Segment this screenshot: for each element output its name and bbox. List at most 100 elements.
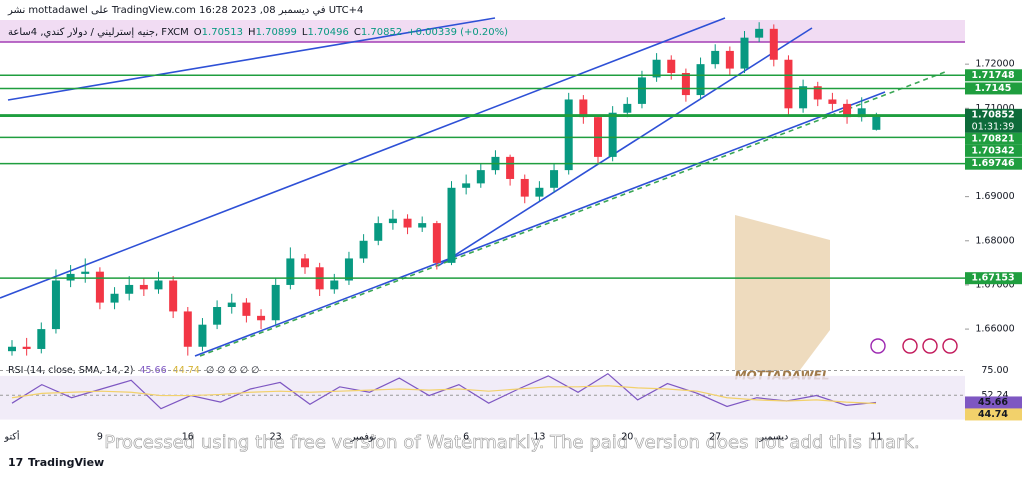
watermark: Processed using the free version of Wate… xyxy=(104,432,919,453)
logo-shape xyxy=(735,215,830,370)
candle-body xyxy=(637,77,646,104)
current-price-label: 1.70852 xyxy=(971,109,1014,120)
candle-body xyxy=(608,112,617,157)
ohlc-value: 1.70852 xyxy=(361,27,402,38)
candle-body xyxy=(139,284,148,290)
candle-body xyxy=(330,280,339,290)
candle-body xyxy=(872,114,881,130)
candle-body xyxy=(198,324,207,347)
x-tick-label: 16 xyxy=(182,432,194,443)
candle-body xyxy=(271,284,280,321)
x-tick-label: أكتو xyxy=(4,430,20,443)
candle-body xyxy=(564,99,573,171)
candle-body xyxy=(725,50,734,69)
candle-body xyxy=(711,50,720,65)
price-label-box xyxy=(965,69,1022,82)
price-label-box xyxy=(965,272,1022,285)
candle-body xyxy=(520,178,529,197)
candle-body xyxy=(432,223,441,263)
candle-body xyxy=(784,59,793,109)
candle-body xyxy=(769,28,778,60)
y-tick-label: 1.69000 xyxy=(975,191,1014,202)
candle-body xyxy=(696,64,705,96)
ohlc-key: H xyxy=(248,27,256,38)
x-tick-label: 9 xyxy=(97,432,103,443)
candle-body xyxy=(623,103,632,113)
candle-body xyxy=(257,315,266,321)
candle-body xyxy=(154,280,163,290)
candle-body xyxy=(579,99,588,118)
ohlc-key: C xyxy=(354,27,361,38)
y-tick-label: 1.72000 xyxy=(975,59,1014,70)
candle-body xyxy=(66,273,75,281)
rsi-label: 45.66 xyxy=(978,397,1008,408)
x-tick-label: نوفمبر xyxy=(350,432,377,443)
candle-body xyxy=(476,170,485,184)
x-tick-label: 20 xyxy=(621,432,633,443)
symbol-line: جنيه إسترليني / دولار كندي, 4ساعة, FXCM O… xyxy=(8,27,508,38)
candle-body xyxy=(813,86,822,100)
change: +0.00339 (+0.20%) xyxy=(407,27,508,38)
x-tick-label: 6 xyxy=(463,432,469,443)
rsi-extra: ∅ ∅ ∅ ∅ ∅ xyxy=(206,365,259,376)
candle-body xyxy=(344,258,353,281)
level-label: 1.70821 xyxy=(971,133,1014,144)
candle-body xyxy=(22,346,31,349)
ohlc-key: L xyxy=(302,27,308,38)
price-label-box xyxy=(965,157,1022,170)
y-tick-label: 1.67000 xyxy=(975,279,1014,290)
candle-body xyxy=(374,223,383,241)
candle-body xyxy=(667,59,676,73)
level-label: 1.69746 xyxy=(971,158,1015,169)
y-tick-label: 75.00 xyxy=(981,365,1008,376)
candle-body xyxy=(857,108,866,118)
candle-body xyxy=(681,72,690,96)
candle-body xyxy=(81,271,90,274)
price-label-box xyxy=(965,132,1022,145)
ohlc-key: O xyxy=(194,27,202,38)
candle-body xyxy=(550,170,559,188)
publisher: نشر mottadawel على TradingView.com في دي… xyxy=(7,5,363,16)
candle-body xyxy=(403,218,412,228)
rsi-label: 44.74 xyxy=(978,409,1008,420)
candle-body xyxy=(286,258,295,285)
candle-body xyxy=(462,183,471,188)
candle-body xyxy=(51,280,60,330)
candle-body xyxy=(799,86,808,109)
price-label-box xyxy=(965,144,1022,157)
candle-body xyxy=(227,302,236,308)
countdown: 01:31:39 xyxy=(972,121,1015,132)
candle-body xyxy=(110,293,119,303)
candle-body xyxy=(213,307,222,325)
candle-body xyxy=(535,187,544,197)
rsi-label-box xyxy=(965,396,1022,409)
level-label: 1.7145 xyxy=(975,83,1012,94)
candle-body xyxy=(843,103,852,118)
candle-body xyxy=(506,156,515,179)
rsi-title: RSI (14, close, SMA, 14, 2) xyxy=(8,365,133,376)
candle-body xyxy=(125,284,134,294)
x-tick-label: 13 xyxy=(533,432,545,443)
ohlc-value: 1.70513 xyxy=(202,27,243,38)
trend-lines xyxy=(0,17,946,357)
candle-body xyxy=(388,218,397,224)
symbol: جنيه إسترليني / دولار كندي, 4ساعة, FXCM xyxy=(8,27,189,38)
candle-body xyxy=(740,37,749,69)
y-tick-label: 1.68000 xyxy=(975,235,1014,246)
y-tick-label: 52.24 xyxy=(981,390,1008,401)
x-tick-label: 23 xyxy=(270,432,282,443)
rsi-band xyxy=(0,375,965,420)
candle-body xyxy=(755,28,764,38)
candle-body xyxy=(418,223,427,228)
candle-body xyxy=(183,311,192,347)
rsi-line xyxy=(11,385,877,405)
candle-body xyxy=(169,280,178,312)
x-tick-label: 27 xyxy=(709,432,721,443)
rsi-label-box xyxy=(965,408,1022,421)
price-label-box xyxy=(965,108,1022,133)
rsi-value: 45.66 xyxy=(139,365,166,376)
ohlc-value: 1.70899 xyxy=(256,27,297,38)
x-tick-label: 11 xyxy=(870,432,882,443)
candle-body xyxy=(242,302,251,316)
